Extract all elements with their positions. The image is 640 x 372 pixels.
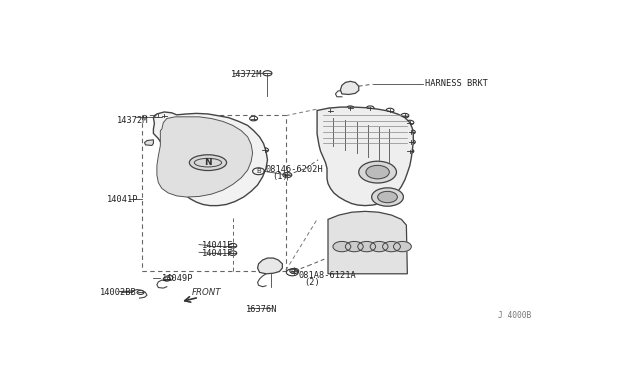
Text: B: B bbox=[290, 269, 294, 275]
Text: 14372M: 14372M bbox=[117, 116, 148, 125]
Text: HARNESS BRKT: HARNESS BRKT bbox=[425, 79, 488, 88]
Polygon shape bbox=[145, 140, 154, 145]
Text: B: B bbox=[256, 168, 261, 174]
Polygon shape bbox=[257, 258, 282, 274]
Polygon shape bbox=[157, 117, 253, 197]
Text: 081A8-6121A: 081A8-6121A bbox=[298, 271, 356, 280]
Circle shape bbox=[358, 241, 376, 252]
Text: J 4000B: J 4000B bbox=[498, 311, 531, 320]
Text: 14372M: 14372M bbox=[231, 70, 263, 79]
Ellipse shape bbox=[189, 155, 227, 170]
Circle shape bbox=[333, 241, 351, 252]
Text: (1): (1) bbox=[273, 173, 288, 182]
Ellipse shape bbox=[195, 158, 221, 167]
Text: (2): (2) bbox=[304, 279, 320, 288]
Polygon shape bbox=[340, 81, 359, 94]
Circle shape bbox=[378, 191, 397, 203]
Polygon shape bbox=[154, 112, 268, 206]
Text: 14041E: 14041E bbox=[202, 241, 233, 250]
Text: 14002BB: 14002BB bbox=[100, 288, 136, 297]
Text: N: N bbox=[204, 158, 212, 167]
Text: 14049P: 14049P bbox=[162, 273, 193, 283]
Text: 14041P: 14041P bbox=[108, 195, 139, 204]
Text: 16376N: 16376N bbox=[246, 305, 278, 314]
Text: 08146-6202H: 08146-6202H bbox=[266, 165, 324, 174]
Circle shape bbox=[359, 161, 396, 183]
Text: 14041F: 14041F bbox=[202, 249, 233, 258]
Circle shape bbox=[346, 241, 364, 252]
Circle shape bbox=[370, 241, 388, 252]
Circle shape bbox=[372, 188, 403, 206]
Polygon shape bbox=[317, 107, 413, 206]
Circle shape bbox=[366, 166, 389, 179]
Polygon shape bbox=[328, 211, 408, 274]
Circle shape bbox=[383, 241, 401, 252]
Text: FRONT: FRONT bbox=[191, 288, 221, 297]
Circle shape bbox=[394, 241, 412, 252]
